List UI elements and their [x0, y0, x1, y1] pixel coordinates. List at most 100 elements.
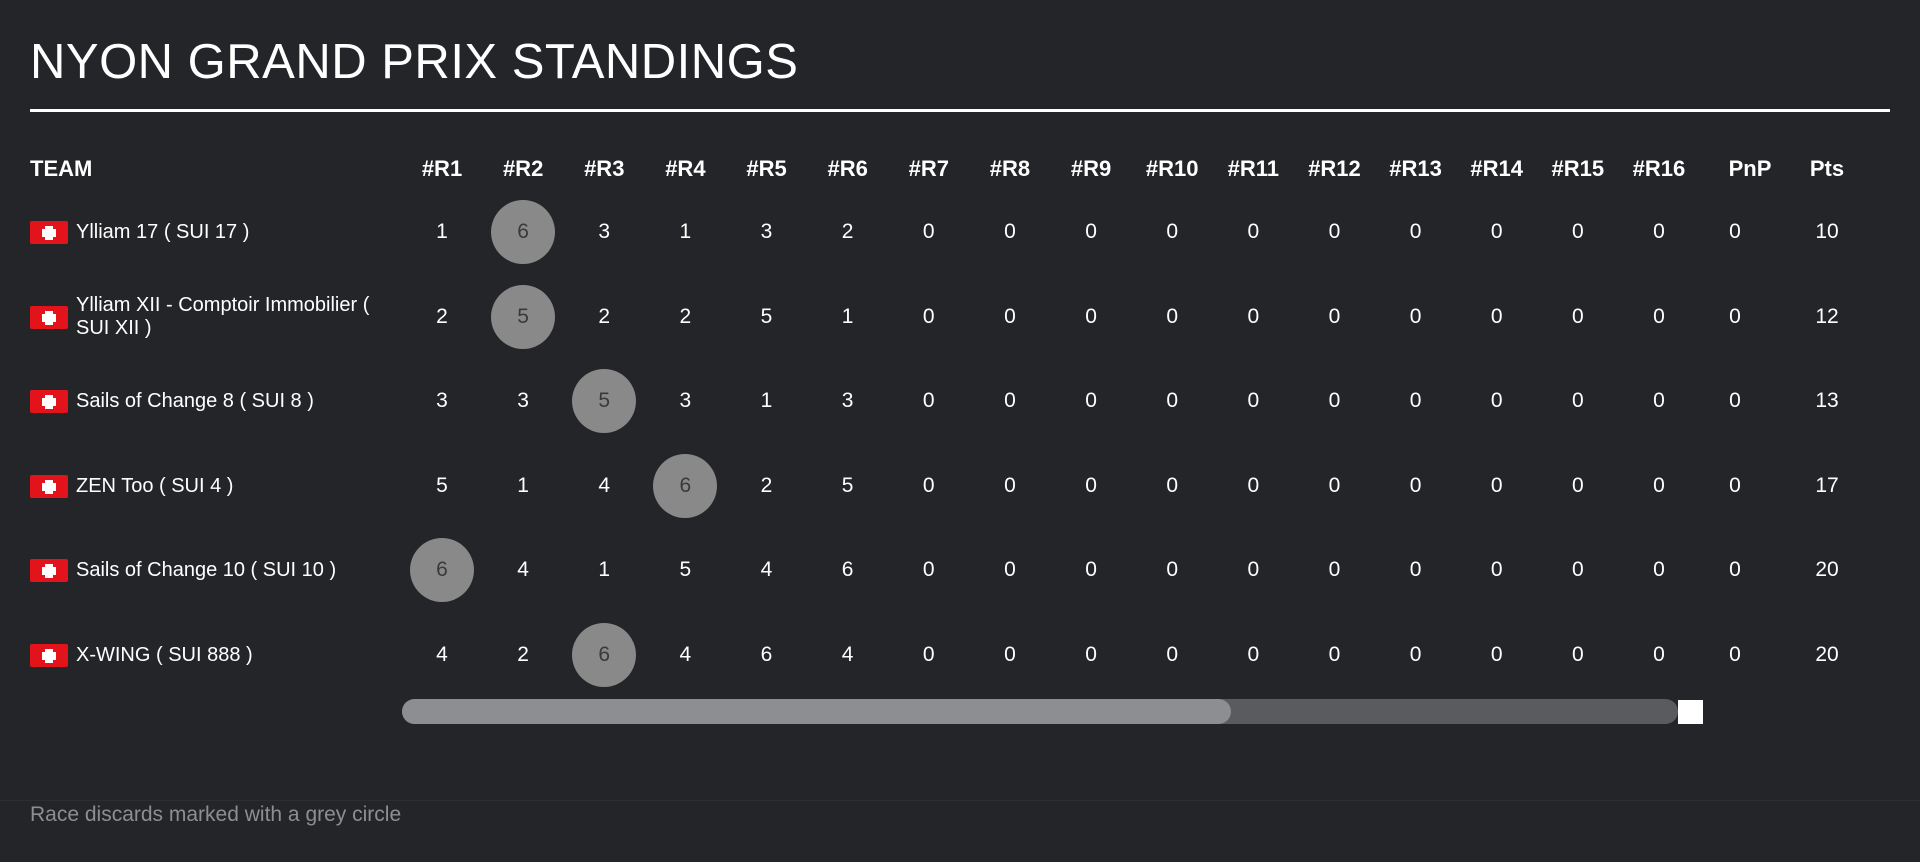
race-result: 0 [1328, 389, 1341, 413]
race-result: 0 [1409, 389, 1422, 413]
race-result: 0 [1328, 558, 1341, 582]
race-result: 2 [436, 304, 448, 328]
race-column-header: #R14 [1470, 156, 1523, 181]
race-result: 0 [1409, 643, 1422, 666]
standings-row: ZEN Too ( SUI 4 ) 5 1 4 6 2 5 0 0 0 0 0 0 0 0 0 0 0 17 [0, 453, 1920, 518]
race-column-header: #R16 [1632, 156, 1686, 181]
race-column-header: #R4 [665, 156, 706, 181]
standings-row: Sails of Change 10 ( SUI 10 ) 6 4 1 5 4 6 0 0 0 0 0… [0, 538, 1920, 603]
race-result: 0 [1004, 220, 1016, 243]
race-result: 0 [1409, 473, 1422, 497]
race-column-header: #R5 [746, 156, 787, 181]
switzerland-flag-icon [30, 644, 68, 667]
race-result: 0 [1166, 473, 1178, 497]
race-result: 0 [1571, 643, 1584, 666]
pnp-value: 0 [1729, 220, 1741, 243]
pts-column-header: Pts [1809, 156, 1845, 181]
team-name: ZEN Too ( SUI 4 ) [76, 474, 234, 497]
discarded-race-result: 6 [410, 538, 474, 603]
race-result: 0 [1571, 473, 1584, 497]
team-name: Sails of Change 8 ( SUI 8 ) [76, 390, 314, 413]
pnp-value: 0 [1729, 389, 1741, 413]
race-column-header: #R11 [1227, 156, 1279, 181]
race-result: 0 [1247, 220, 1260, 243]
points-total: 20 [1815, 643, 1839, 666]
race-result: 0 [1571, 220, 1584, 243]
race-result: 0 [1166, 304, 1178, 328]
switzerland-flag-icon [30, 305, 68, 329]
discarded-race-result: 6 [491, 200, 556, 264]
race-result: 1 [679, 220, 692, 243]
race-result: 0 [922, 558, 935, 582]
race-result: 1 [760, 389, 773, 413]
race-result: 0 [1085, 643, 1097, 666]
team-column-header: TEAM [30, 156, 93, 181]
page-title: NYON GRAND PRIX STANDINGS [30, 35, 799, 89]
race-result: 0 [1247, 389, 1260, 413]
race-result: 0 [1490, 473, 1503, 497]
title-divider [30, 109, 1890, 112]
race-result: 0 [1490, 220, 1503, 243]
race-result: 5 [760, 304, 773, 328]
race-result: 0 [1328, 304, 1341, 328]
race-column-header: #R6 [827, 156, 868, 181]
race-result: 5 [436, 473, 448, 497]
race-result: 0 [922, 643, 935, 666]
standings-row: Sails of Change 8 ( SUI 8 ) 3 3 5 3 1 3 0 0 0 0 0 0 0… [0, 369, 1920, 434]
points-total: 20 [1815, 558, 1839, 582]
pnp-column-header: PnP [1728, 156, 1772, 181]
race-result: 2 [841, 220, 854, 243]
race-result: 0 [1490, 558, 1503, 582]
race-result: 3 [598, 220, 611, 243]
race-result: 4 [760, 558, 773, 582]
race-result: 1 [598, 558, 611, 582]
horizontal-scrollbar[interactable] [402, 699, 1678, 724]
race-column-header: #R9 [1070, 156, 1112, 181]
race-result: 2 [760, 473, 773, 497]
race-result: 0 [1166, 558, 1178, 582]
race-result: 0 [1247, 473, 1260, 497]
race-result: 0 [1004, 643, 1016, 666]
race-result: 0 [1653, 473, 1665, 497]
race-column-header: #R3 [584, 156, 625, 181]
points-total: 10 [1815, 220, 1839, 243]
points-total: 12 [1815, 304, 1839, 328]
race-result: 3 [436, 389, 448, 413]
standings-row: Ylliam XII - Comptoir Immobilier ( SUI X… [0, 284, 1920, 349]
race-result: 2 [679, 304, 692, 328]
race-result: 0 [922, 304, 935, 328]
race-result: 0 [1085, 473, 1097, 497]
scrollbar-end-button[interactable] [1678, 700, 1703, 724]
race-result: 0 [1571, 304, 1584, 328]
pnp-value: 0 [1729, 473, 1741, 497]
race-result: 4 [436, 643, 448, 666]
scrollbar-thumb[interactable] [402, 699, 1232, 724]
race-column-header: #R8 [989, 156, 1031, 181]
discarded-race-result: 5 [572, 369, 637, 434]
race-result: 4 [517, 558, 529, 582]
pnp-value: 0 [1729, 558, 1741, 582]
switzerland-flag-icon [30, 390, 68, 414]
team-name: X-WING ( SUI 888 ) [76, 644, 253, 666]
race-result: 0 [1653, 558, 1665, 582]
race-result: 0 [922, 220, 935, 243]
race-result: 0 [1247, 643, 1260, 666]
race-result: 0 [1166, 643, 1178, 666]
race-result: 3 [517, 389, 529, 413]
pnp-value: 0 [1729, 643, 1741, 666]
race-column-header: #R2 [502, 156, 544, 181]
race-result: 0 [1247, 558, 1260, 582]
race-result: 0 [1004, 473, 1016, 497]
race-column-header: #R13 [1389, 156, 1442, 181]
race-result: 0 [1653, 220, 1665, 243]
race-result: 0 [1328, 220, 1341, 243]
race-result: 0 [1085, 389, 1097, 413]
race-column-header: #R1 [421, 156, 463, 181]
race-result: 0 [1571, 558, 1584, 582]
race-column-header: #R12 [1308, 156, 1361, 181]
race-result: 0 [1490, 304, 1503, 328]
footer-divider [0, 800, 1920, 801]
standings-row: Ylliam 17 ( SUI 17 ) 1 6 3 1 3 2 0 0 0 0 0 0 0 0 0 0 0 10 [0, 200, 1920, 264]
race-result: 0 [1653, 643, 1665, 666]
race-column-header: #R10 [1145, 156, 1199, 181]
